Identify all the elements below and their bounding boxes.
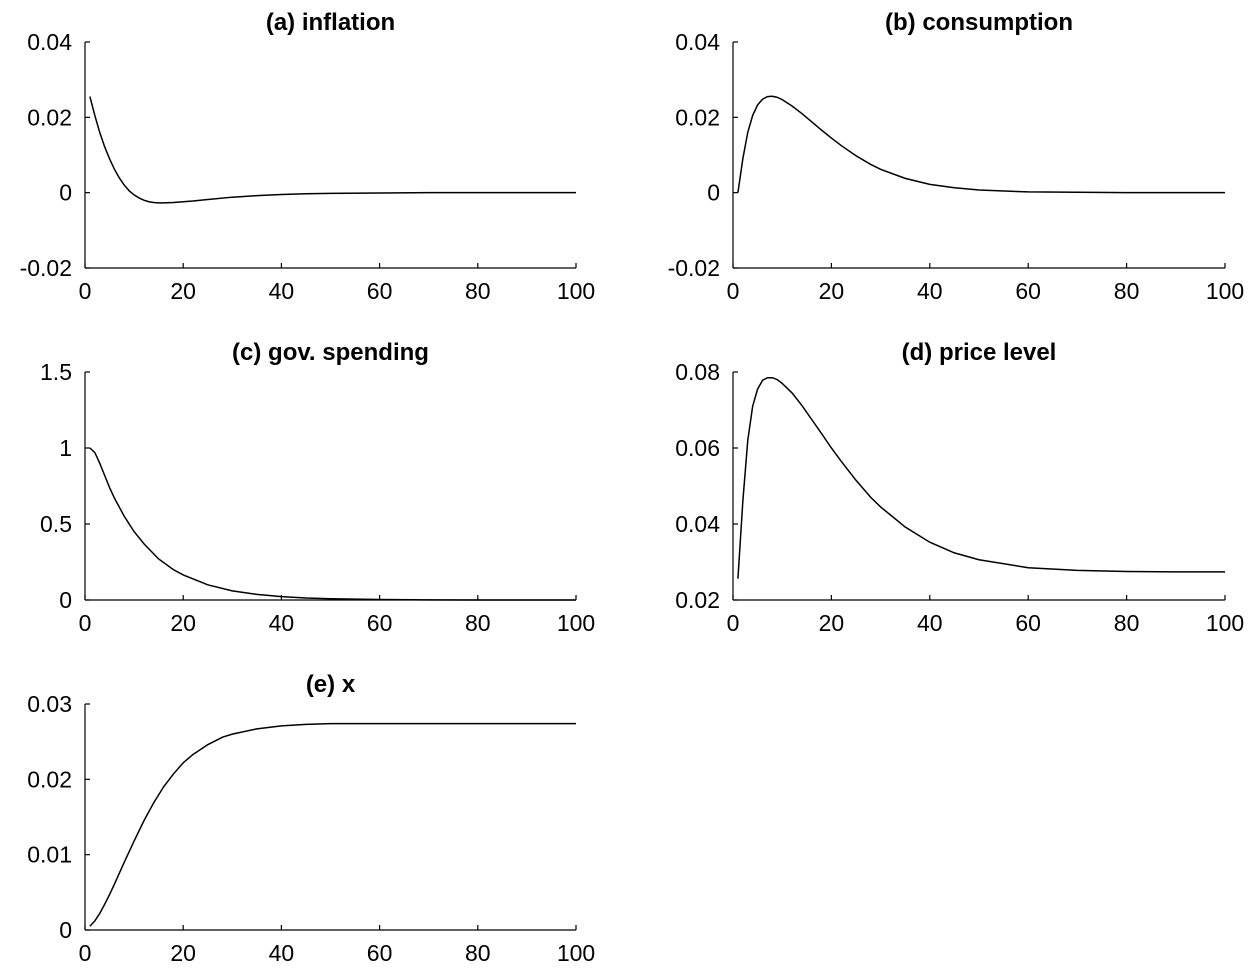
y-tick-label: 0.02 <box>27 766 72 792</box>
x-tick-label: 80 <box>1114 278 1140 304</box>
y-tick-label: 0.06 <box>675 435 720 461</box>
x-tick-label: 100 <box>1206 278 1244 304</box>
panel-title: (a) inflation <box>266 9 395 36</box>
y-tick-label: 0 <box>59 587 72 613</box>
x-tick-label: 100 <box>557 610 595 636</box>
x-tick-label: 100 <box>557 940 595 966</box>
y-tick-label: 0.04 <box>675 29 720 55</box>
y-tick-label: 0.08 <box>675 359 720 385</box>
x-tick-label: 80 <box>1114 610 1140 636</box>
panel-title: (b) consumption <box>885 9 1073 36</box>
x-tick-label: 0 <box>727 610 740 636</box>
panel-d: (d) price level 0 20 40 60 80 100 0.02 0.04 0.06 0… <box>675 339 1244 636</box>
x-tick-label: 20 <box>819 278 845 304</box>
x-tick-label: 60 <box>367 278 393 304</box>
series-line <box>89 96 576 204</box>
panel-title: (c) gov. spending <box>232 339 429 366</box>
x-tick-label: 80 <box>465 278 491 304</box>
x-tick-label: 40 <box>917 610 943 636</box>
y-tick-label: 0.04 <box>675 511 720 537</box>
y-tick-label: 0.02 <box>675 104 720 130</box>
panel-b: (b) consumption 0 20 40 60 80 100 -0.02 0 0.02 0.0… <box>668 9 1245 304</box>
y-tick-label: 0 <box>59 180 72 206</box>
y-tick-label: 0.03 <box>27 691 72 717</box>
y-tick-label: -0.02 <box>668 255 720 281</box>
x-tick-label: 0 <box>727 278 740 304</box>
x-tick-label: 40 <box>269 940 295 966</box>
y-tick-label: 0.02 <box>675 587 720 613</box>
panel-c: (c) gov. spending 0 20 40 60 80 100 0 0.5 1 1.5 <box>40 339 595 636</box>
x-tick-label: 80 <box>465 610 491 636</box>
y-tick-label: 0 <box>707 180 720 206</box>
y-tick-label: 0 <box>59 917 72 943</box>
y-tick-label: 0.02 <box>27 104 72 130</box>
x-tick-label: 60 <box>1015 278 1041 304</box>
x-tick-label: 0 <box>79 610 92 636</box>
series-line <box>737 95 1225 194</box>
x-tick-label: 60 <box>1015 610 1041 636</box>
x-tick-label: 0 <box>79 278 92 304</box>
panel-title: (e) x <box>306 671 356 698</box>
x-tick-label: 40 <box>917 278 943 304</box>
x-tick-label: 20 <box>170 940 196 966</box>
x-tick-label: 20 <box>819 610 845 636</box>
x-tick-label: 40 <box>269 610 295 636</box>
y-tick-label: 1 <box>59 435 72 461</box>
x-tick-label: 60 <box>367 940 393 966</box>
x-tick-label: 80 <box>465 940 491 966</box>
x-tick-label: 40 <box>269 278 295 304</box>
x-tick-label: 100 <box>1206 610 1244 636</box>
series-line <box>89 722 576 927</box>
panel-e: (e) x 0 20 40 60 80 100 0 0.01 0.02 0.03 <box>27 671 595 966</box>
x-tick-label: 20 <box>170 610 196 636</box>
series-line <box>89 447 576 601</box>
y-tick-label: 0.5 <box>40 511 72 537</box>
y-tick-label: 0.01 <box>27 842 72 868</box>
x-tick-label: 100 <box>557 278 595 304</box>
y-tick-label: 1.5 <box>40 359 72 385</box>
series-line <box>737 376 1225 579</box>
x-tick-label: 20 <box>170 278 196 304</box>
y-tick-label: -0.02 <box>20 255 72 281</box>
x-tick-label: 0 <box>79 940 92 966</box>
y-tick-label: 0.04 <box>27 29 72 55</box>
x-tick-label: 60 <box>367 610 393 636</box>
panel-a: (a) inflation 0 20 40 60 80 100 -0.02 0 0.02 0.04 <box>20 9 596 304</box>
panel-title: (d) price level <box>902 339 1057 366</box>
